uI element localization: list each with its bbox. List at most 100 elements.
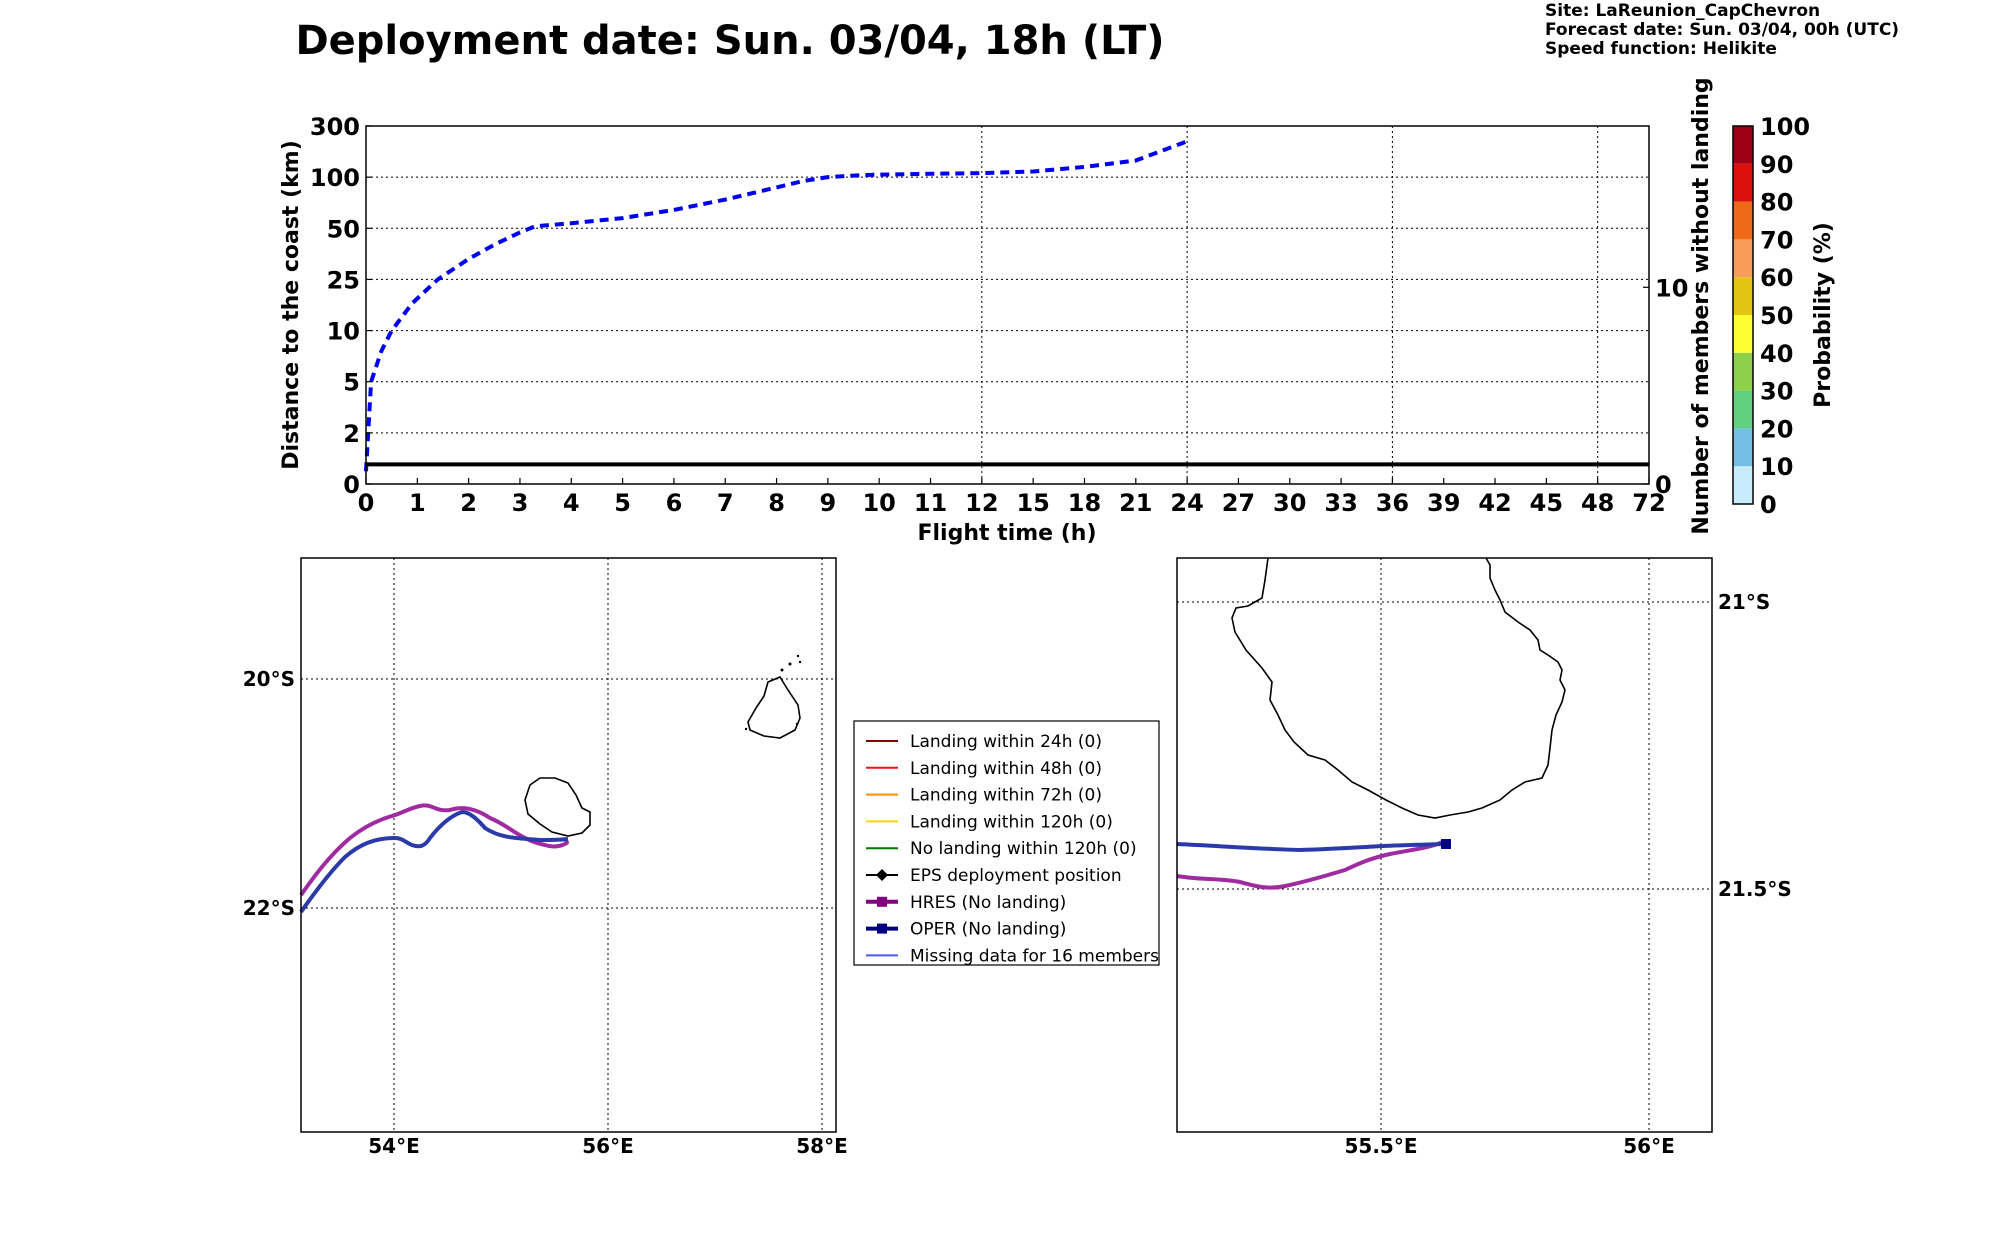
y-tick-label: 50 xyxy=(327,215,360,243)
legend-label: Landing within 24h (0) xyxy=(910,732,1102,752)
colorbar-segment xyxy=(1733,201,1753,240)
x-tick-label: 72 xyxy=(1632,489,1665,517)
page-title: Deployment date: Sun. 03/04, 18h (LT) xyxy=(295,18,1165,64)
map-lon-tick: 56°E xyxy=(582,1134,634,1158)
forecast-date-label: Forecast date: Sun. 03/04, 00h (UTC) xyxy=(1545,20,1900,40)
legend-label: Landing within 120h (0) xyxy=(910,812,1113,832)
chart-grid xyxy=(366,126,1649,484)
legend-label: Landing within 72h (0) xyxy=(910,786,1102,806)
mauritius-island-outline xyxy=(747,675,801,739)
legend-item: Landing within 24h (0) xyxy=(866,732,1102,752)
x-tick-label: 6 xyxy=(666,489,683,517)
zoom-map: 55.5°E 56°E 21°S 21.5°S xyxy=(1176,557,1792,1158)
x-tick-labels: 0 1 2 3 4 5 6 7 8 9 10 11 12 15 18 21 24 27 30 33 36 39 42 45 48… xyxy=(358,478,1666,517)
legend-marker xyxy=(876,869,888,881)
y-tick-label: 300 xyxy=(310,113,360,141)
colorbar-segment xyxy=(1733,428,1753,467)
x-tick-label: 5 xyxy=(614,489,631,517)
y-right-tick-label: 10 xyxy=(1655,274,1688,302)
x-tick-label: 21 xyxy=(1119,489,1152,517)
colorbar-segments xyxy=(1733,126,1753,504)
overview-map: 54°E 56°E 58°E 20°S 22°S xyxy=(243,557,848,1158)
colorbar-segment xyxy=(1733,352,1753,391)
y-right-tick-label: 0 xyxy=(1655,471,1672,499)
x-tick-label: 36 xyxy=(1376,489,1409,517)
y-tick-label: 2 xyxy=(343,420,360,448)
colorbar-segment xyxy=(1733,315,1753,353)
colorbar-tick-labels: 0 10 20 30 40 50 60 70 80 90 100 xyxy=(1760,113,1810,519)
distance-series-line xyxy=(364,139,1188,472)
y-tick-label: 0 xyxy=(343,471,360,499)
x-tick-label: 33 xyxy=(1324,489,1357,517)
legend-item: Landing within 72h (0) xyxy=(866,786,1102,806)
x-tick-label: 48 xyxy=(1581,489,1614,517)
probability-colorbar: 0 10 20 30 40 50 60 70 80 90 100 Probability (%) xyxy=(1732,113,1836,519)
map-lon-tick: 58°E xyxy=(796,1134,848,1158)
map-lon-tick: 54°E xyxy=(368,1134,420,1158)
reunion-island-outline xyxy=(524,777,591,837)
x-tick-label: 11 xyxy=(914,489,947,517)
hres-track-overview xyxy=(299,803,569,897)
distance-chart: 0 1 2 3 4 5 6 7 8 9 10 11 12 15 18 21 24 27 30 33 36 39 42 45 48… xyxy=(279,77,1714,546)
x-tick-label: 15 xyxy=(1016,489,1049,517)
x-tick-label: 2 xyxy=(460,489,477,517)
colorbar-segment xyxy=(1733,277,1753,315)
zoom-map-frame xyxy=(1176,557,1713,1133)
x-tick-label: 0 xyxy=(358,489,375,517)
y-tick-label: 100 xyxy=(310,164,360,192)
x-tick-label: 3 xyxy=(512,489,529,517)
colorbar-label: Probability (%) xyxy=(1811,222,1836,408)
x-tick-label: 1 xyxy=(409,489,426,517)
legend-label: Landing within 48h (0) xyxy=(910,759,1102,779)
x-tick-label: 45 xyxy=(1530,489,1563,517)
colorbar-segment xyxy=(1733,163,1753,202)
legend-frame xyxy=(853,720,1160,966)
colorbar-tick-label: 20 xyxy=(1760,415,1793,443)
x-tick-label: 9 xyxy=(820,489,837,517)
x-tick-label: 27 xyxy=(1222,489,1255,517)
y-axis-label: Distance to the coast (km) xyxy=(279,140,304,470)
small-islets xyxy=(744,654,802,731)
oper-deployment-marker xyxy=(1441,839,1451,849)
y-tick-label: 25 xyxy=(327,266,360,294)
legend-label: No landing within 120h (0) xyxy=(910,839,1137,859)
x-tick-label: 8 xyxy=(768,489,785,517)
zoom-lon-tick: 55.5°E xyxy=(1344,1134,1417,1158)
colorbar-segment xyxy=(1733,239,1753,278)
legend-item: No landing within 120h (0) xyxy=(866,839,1137,859)
x-axis-label: Flight time (h) xyxy=(917,521,1096,546)
y-tick-label: 10 xyxy=(327,318,360,346)
reunion-coast-zoom xyxy=(1231,557,1566,819)
info-block: Site: LaReunion_CapChevron Forecast date… xyxy=(1545,2,1899,59)
x-tick-label: 30 xyxy=(1273,489,1306,517)
legend-marker xyxy=(877,896,887,907)
legend-item: HRES (No landing) xyxy=(866,893,1066,913)
overview-map-frame xyxy=(300,557,837,1133)
colorbar-tick-label: 100 xyxy=(1760,113,1810,141)
colorbar-tick-label: 50 xyxy=(1760,302,1793,330)
x-tick-label: 42 xyxy=(1478,489,1511,517)
colorbar-tick-label: 0 xyxy=(1760,491,1777,519)
colorbar-tick-label: 90 xyxy=(1760,151,1793,179)
colorbar-tick-label: 40 xyxy=(1760,340,1793,368)
zoom-lat-tick: 21°S xyxy=(1718,590,1770,614)
legend-item: Missing data for 16 members xyxy=(866,946,1159,966)
speed-function-label: Speed function: Helikite xyxy=(1545,39,1777,59)
legend-label: HRES (No landing) xyxy=(910,893,1066,913)
legend-item: Landing within 120h (0) xyxy=(866,812,1113,832)
colorbar-tick-label: 30 xyxy=(1760,378,1793,406)
x-tick-label: 18 xyxy=(1068,489,1101,517)
oper-track-zoom xyxy=(1176,842,1447,853)
y-right-tick-labels: 0 10 xyxy=(1643,274,1688,499)
colorbar-segment xyxy=(1733,390,1753,429)
x-tick-label: 24 xyxy=(1170,489,1203,517)
colorbar-segment xyxy=(1733,126,1753,164)
map-lat-tick: 20°S xyxy=(243,667,295,691)
colorbar-tick-label: 60 xyxy=(1760,264,1793,292)
map-lat-tick: 22°S xyxy=(243,896,295,920)
y-tick-label: 5 xyxy=(343,369,360,397)
y-right-axis-label: Number of members without landing xyxy=(1689,77,1714,534)
legend: Landing within 24h (0) Landing within 48h… xyxy=(853,720,1160,966)
x-tick-label: 4 xyxy=(563,489,580,517)
